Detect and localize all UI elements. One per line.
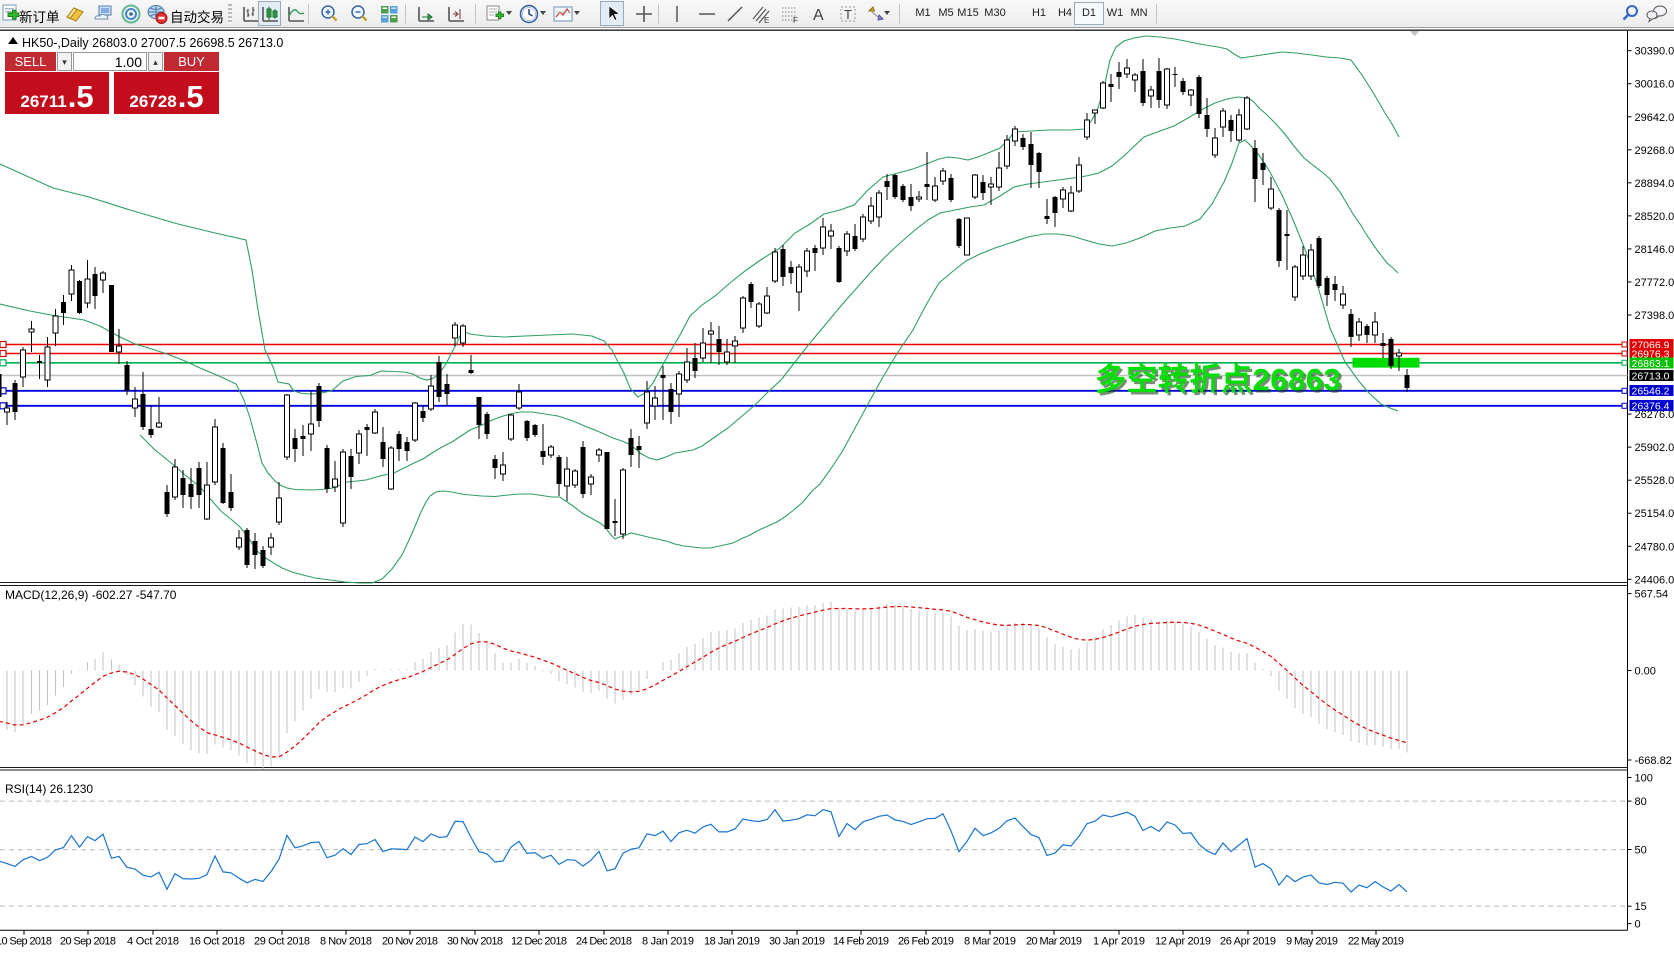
svg-text:14 Feb 2019: 14 Feb 2019 <box>833 936 889 948</box>
svg-text:50: 50 <box>1635 845 1647 857</box>
svg-text:22 May 2019: 22 May 2019 <box>1348 936 1404 948</box>
svg-text:29 Oct 2018: 29 Oct 2018 <box>254 936 310 948</box>
svg-text:20 Sep 2018: 20 Sep 2018 <box>60 936 116 948</box>
svg-text:MACD(12,26,9) -602.27 -547.70: MACD(12,26,9) -602.27 -547.70 <box>5 588 177 602</box>
svg-text:E: E <box>764 16 769 25</box>
svg-text:8 Nov 2018: 8 Nov 2018 <box>320 936 372 948</box>
svg-text:8 Jan 2019: 8 Jan 2019 <box>642 936 694 948</box>
svg-text:30016.0: 30016.0 <box>1635 79 1674 91</box>
svg-text:12 Dec 2018: 12 Dec 2018 <box>511 936 567 948</box>
svg-text:28520.0: 28520.0 <box>1635 211 1674 223</box>
svg-text:9 May 2019: 9 May 2019 <box>1286 936 1338 948</box>
svg-text:28146.0: 28146.0 <box>1635 244 1674 256</box>
svg-text:26 Feb 2019: 26 Feb 2019 <box>898 936 954 948</box>
svg-text:30390.0: 30390.0 <box>1635 46 1674 58</box>
svg-text:12 Apr 2019: 12 Apr 2019 <box>1155 936 1211 948</box>
svg-text:24780.0: 24780.0 <box>1635 541 1674 553</box>
svg-text:26376.4: 26376.4 <box>1632 401 1670 413</box>
svg-text:20 Nov 2018: 20 Nov 2018 <box>382 936 438 948</box>
svg-text:27398.0: 27398.0 <box>1635 310 1674 322</box>
svg-text:RSI(14) 26.1230: RSI(14) 26.1230 <box>5 782 93 796</box>
svg-text:16 Oct 2018: 16 Oct 2018 <box>189 936 245 948</box>
svg-text:0.00: 0.00 <box>1635 666 1656 678</box>
svg-text:80: 80 <box>1635 796 1647 808</box>
svg-text:8 Mar 2019: 8 Mar 2019 <box>964 936 1016 948</box>
svg-text:24 Dec 2018: 24 Dec 2018 <box>576 936 632 948</box>
svg-text:F: F <box>793 16 798 25</box>
svg-text:28894.0: 28894.0 <box>1635 178 1674 190</box>
svg-text:25902.0: 25902.0 <box>1635 442 1674 454</box>
svg-text:-668.82: -668.82 <box>1635 755 1672 767</box>
svg-text:24406.0: 24406.0 <box>1635 574 1674 586</box>
svg-text:29268.0: 29268.0 <box>1635 145 1674 157</box>
svg-text:100: 100 <box>1635 773 1653 785</box>
svg-text:26 Apr 2019: 26 Apr 2019 <box>1220 936 1276 948</box>
svg-text:567.54: 567.54 <box>1635 589 1669 601</box>
svg-text:18 Jan 2019: 18 Jan 2019 <box>704 936 760 948</box>
svg-text:多空转折点26863: 多空转折点26863 <box>1095 362 1341 397</box>
svg-text:26863.1: 26863.1 <box>1632 358 1670 370</box>
svg-text:0: 0 <box>1635 919 1641 931</box>
svg-text:A: A <box>813 7 824 24</box>
svg-text:T: T <box>844 7 852 22</box>
svg-text:30 Nov 2018: 30 Nov 2018 <box>447 936 503 948</box>
svg-text:4 Oct 2018: 4 Oct 2018 <box>127 936 179 948</box>
svg-text:15: 15 <box>1635 901 1647 913</box>
svg-text:25528.0: 25528.0 <box>1635 475 1674 487</box>
svg-text:1 Apr 2019: 1 Apr 2019 <box>1093 936 1145 948</box>
svg-text:25154.0: 25154.0 <box>1635 508 1674 520</box>
svg-text:26713.0: 26713.0 <box>1632 371 1670 383</box>
svg-text:29642.0: 29642.0 <box>1635 112 1674 124</box>
svg-text:30 Jan 2019: 30 Jan 2019 <box>769 936 825 948</box>
svg-text:HK50-,Daily 26803.0 27007.5 2: HK50-,Daily 26803.0 27007.5 26698.5 2671… <box>22 36 283 50</box>
svg-text:10 Sep 2018: 10 Sep 2018 <box>0 936 52 948</box>
svg-text:20 Mar 2019: 20 Mar 2019 <box>1026 936 1082 948</box>
svg-text:26546.2: 26546.2 <box>1632 386 1670 398</box>
svg-text:27772.0: 27772.0 <box>1635 277 1674 289</box>
